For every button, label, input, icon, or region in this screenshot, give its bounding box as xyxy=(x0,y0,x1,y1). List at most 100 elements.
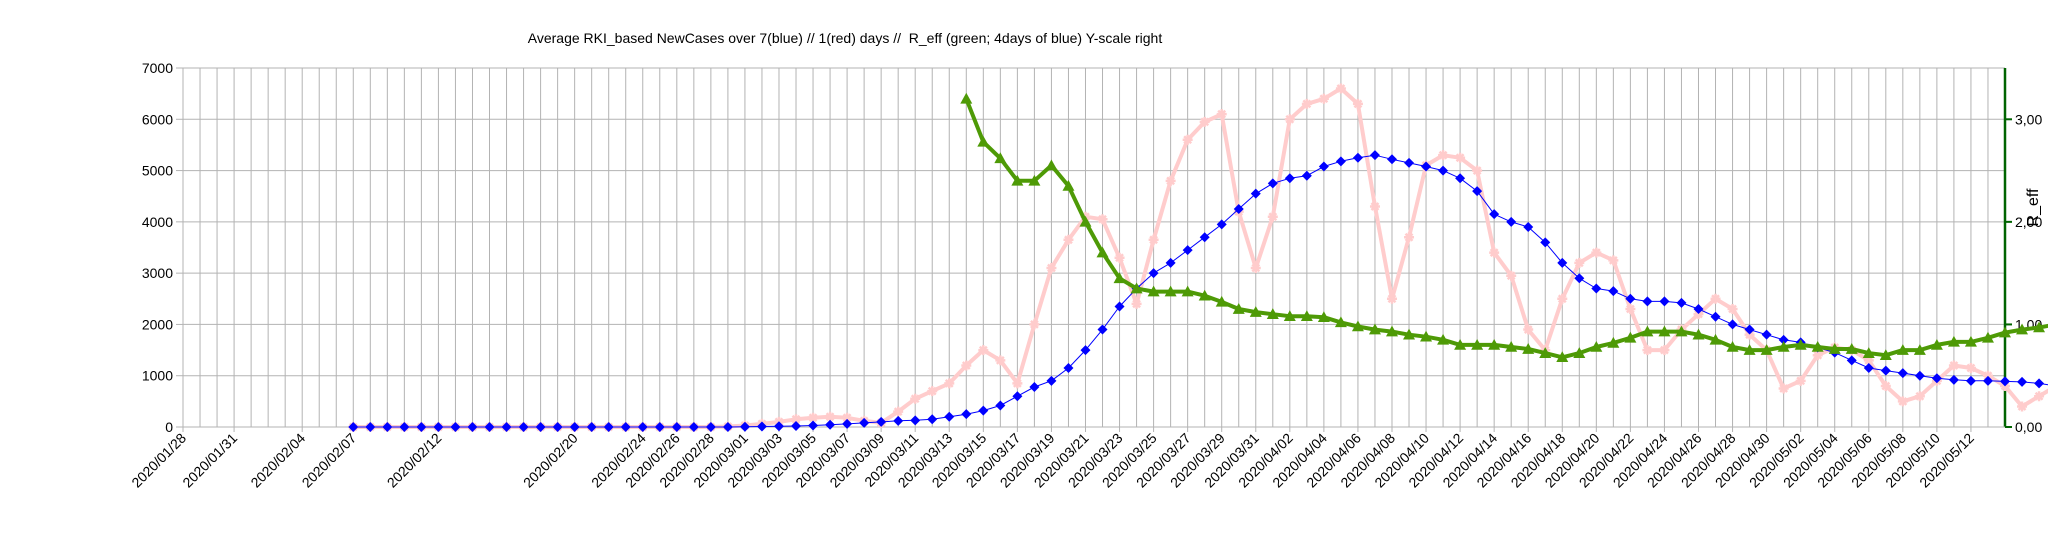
data-point xyxy=(1165,257,1176,268)
data-point xyxy=(978,345,989,356)
data-point xyxy=(1267,211,1278,222)
y-right-tick-label: 0,00 xyxy=(2015,419,2042,435)
data-point xyxy=(1964,335,1977,347)
data-point xyxy=(961,360,972,371)
data-point xyxy=(1199,116,1210,127)
series-1 xyxy=(348,83,2048,432)
data-point xyxy=(1896,344,1909,355)
data-point xyxy=(365,422,376,432)
data-point xyxy=(1455,152,1466,163)
data-point xyxy=(1404,157,1415,168)
data-point xyxy=(1386,154,1397,165)
series-0 xyxy=(348,150,2048,432)
data-point xyxy=(1505,340,1518,352)
data-point xyxy=(1062,179,1075,191)
data-point xyxy=(1675,325,1688,337)
data-point xyxy=(1761,329,1772,340)
y-tick-label: 3000 xyxy=(142,265,173,281)
data-point xyxy=(1591,283,1602,294)
data-point xyxy=(1114,252,1125,263)
data-point xyxy=(1727,304,1738,315)
data-point xyxy=(1574,257,1585,268)
data-point xyxy=(1523,221,1534,232)
data-point xyxy=(1522,343,1535,354)
data-point xyxy=(603,422,614,432)
data-point xyxy=(1642,296,1653,307)
data-point xyxy=(1063,363,1074,374)
y-right-tick-label: 2,00 xyxy=(2015,214,2042,230)
data-point xyxy=(1744,324,1755,335)
data-point xyxy=(1489,247,1500,258)
data-point xyxy=(1352,98,1363,109)
data-point xyxy=(1012,378,1023,389)
data-point xyxy=(501,422,512,432)
data-point xyxy=(1726,340,1739,352)
data-point xyxy=(1676,297,1687,308)
data-point xyxy=(1862,347,1875,358)
data-point xyxy=(1557,257,1568,268)
data-point xyxy=(1438,150,1449,161)
data-point xyxy=(1233,204,1244,215)
data-point xyxy=(1198,289,1211,301)
data-point xyxy=(1301,170,1312,181)
data-point xyxy=(1181,285,1194,297)
data-point xyxy=(1523,324,1534,335)
data-point xyxy=(1692,328,1705,340)
data-point xyxy=(927,386,938,397)
y-tick-label: 7000 xyxy=(142,60,173,76)
data-point xyxy=(1625,293,1636,304)
data-point xyxy=(484,422,495,432)
data-point xyxy=(1693,309,1704,320)
data-point xyxy=(1727,319,1738,330)
data-point xyxy=(671,422,682,432)
data-point xyxy=(842,412,853,423)
data-point xyxy=(1369,201,1380,212)
chart-title: Average RKI_based NewCases over 7(blue) … xyxy=(527,30,1163,46)
data-point xyxy=(1216,109,1227,120)
data-point xyxy=(1778,383,1789,394)
data-point xyxy=(399,422,410,432)
data-point xyxy=(1948,374,1959,385)
data-point xyxy=(535,422,546,432)
data-point xyxy=(1556,351,1569,363)
data-point xyxy=(586,422,597,432)
data-point xyxy=(1760,344,1773,355)
series-2 xyxy=(960,92,2048,363)
data-point xyxy=(1011,174,1024,186)
data-point xyxy=(1368,323,1381,335)
data-point xyxy=(1454,338,1467,350)
series-line xyxy=(352,154,2048,428)
data-point xyxy=(893,415,904,426)
data-point xyxy=(825,419,836,430)
data-point xyxy=(1540,237,1551,248)
data-point xyxy=(893,406,904,417)
data-point xyxy=(1420,330,1433,342)
y-tick-label: 0 xyxy=(165,419,173,435)
y-axis-right-label: R_eff xyxy=(2025,188,2042,227)
data-point xyxy=(1096,246,1109,258)
x-tick-label: 2020/02/07 xyxy=(299,430,360,491)
data-point xyxy=(960,92,973,104)
data-point xyxy=(569,422,580,432)
data-point xyxy=(2033,321,2046,333)
y-tick-label: 6000 xyxy=(142,111,173,127)
data-point xyxy=(467,422,478,432)
data-point xyxy=(1778,334,1789,345)
data-point xyxy=(1608,255,1619,266)
data-point xyxy=(1880,380,1891,391)
data-point xyxy=(808,412,819,423)
y-tick-label: 4000 xyxy=(142,214,173,230)
data-point xyxy=(1028,174,1041,186)
data-point xyxy=(1658,325,1671,337)
data-point xyxy=(1404,232,1415,243)
data-point xyxy=(1046,263,1057,274)
data-point xyxy=(927,414,938,425)
data-point xyxy=(1335,83,1346,94)
data-point xyxy=(1386,293,1397,304)
data-point xyxy=(348,422,359,432)
data-point xyxy=(1232,303,1245,314)
data-point xyxy=(1947,335,1960,347)
data-point xyxy=(1659,345,1670,356)
data-point xyxy=(944,378,955,389)
